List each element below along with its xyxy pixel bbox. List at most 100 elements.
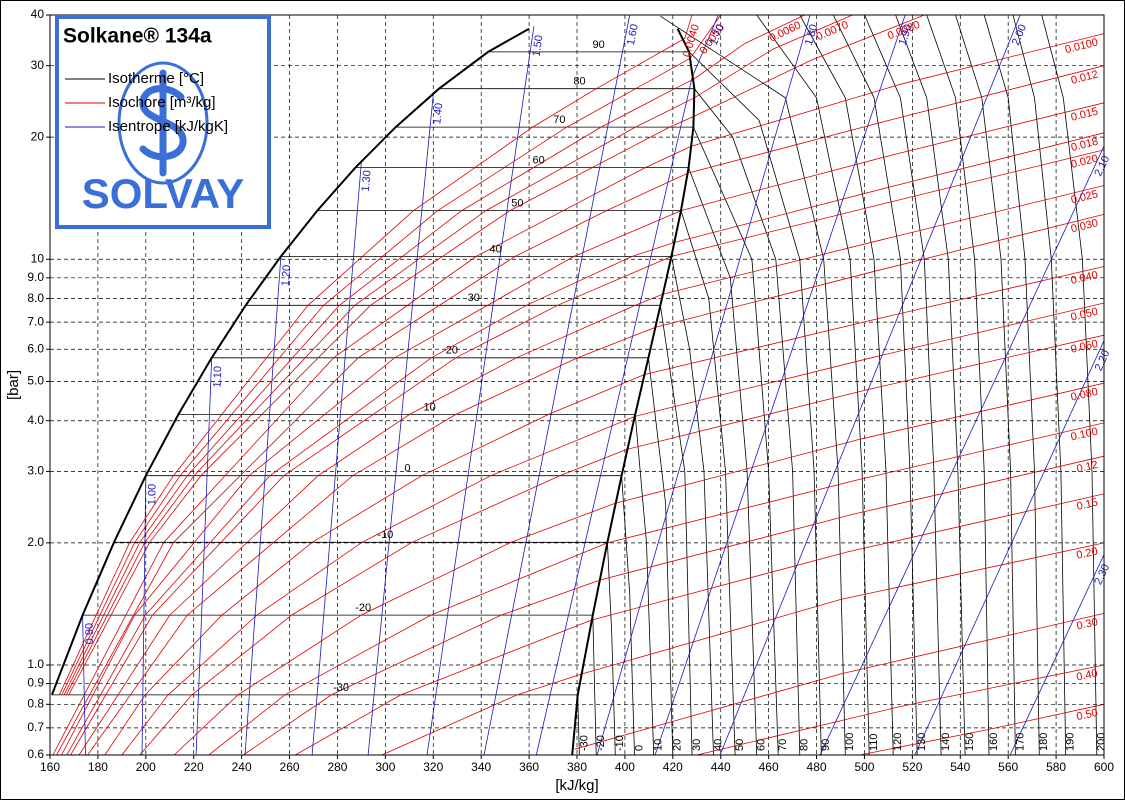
curve — [114, 541, 616, 755]
curve — [859, 703, 1104, 755]
legend-label: Isentrope [kJ/kgK] — [108, 118, 228, 135]
curve — [68, 15, 925, 696]
curve-label: 70 — [777, 739, 789, 751]
curve-label: -10 — [614, 735, 626, 751]
curve-label: 160 — [988, 733, 1000, 751]
curve — [574, 613, 1104, 750]
curve-label: -30 — [578, 735, 590, 751]
x-tick-label: 480 — [807, 760, 827, 774]
brand: SOLVAY — [82, 170, 245, 217]
x-tick-label: 600 — [1094, 760, 1114, 774]
legend-label: Isotherme [°C] — [108, 70, 204, 87]
y-tick-label: 9.0 — [27, 270, 44, 284]
curve-label-group: 1.20 — [280, 264, 294, 286]
y-tick-label: 6.0 — [27, 341, 44, 355]
y-tick-label: 3.0 — [27, 464, 44, 478]
curve-label: 120 — [892, 733, 904, 751]
curve-label-group: 0.15 — [1075, 497, 1099, 513]
curve — [756, 15, 870, 755]
curve-label: 130 — [916, 733, 928, 751]
curve-label: 80 — [573, 76, 585, 88]
x-tick-label: 360 — [519, 760, 539, 774]
curve-label: 0.20 — [1075, 545, 1098, 561]
y-tick-label: 0.6 — [27, 747, 44, 761]
saturation-curve — [571, 28, 696, 755]
x-tick-label: 520 — [902, 760, 922, 774]
curve — [914, 340, 1104, 755]
x-tick-label: 400 — [615, 760, 635, 774]
y-tick-label: 0.9 — [27, 676, 44, 690]
curve — [1041, 15, 1098, 755]
curve — [70, 149, 1104, 755]
curve-label: 0.15 — [1075, 497, 1099, 513]
curve-label: 20 — [672, 739, 684, 751]
curve — [63, 15, 805, 696]
curve-label: 150 — [964, 733, 976, 751]
curve — [280, 255, 714, 755]
x-tick-label: 260 — [280, 760, 300, 774]
curve — [173, 382, 1104, 755]
curve-label: 110 — [868, 733, 880, 751]
curve — [488, 51, 822, 755]
curve — [211, 357, 674, 755]
y-tick-label: 30 — [31, 58, 45, 72]
curve-label-group: 1.00 — [146, 484, 158, 506]
curve-label-group: 0.90 — [84, 623, 96, 645]
y-tick-label: 7.0 — [27, 314, 44, 328]
x-tick-label: 440 — [711, 760, 731, 774]
curve-label: 40 — [490, 243, 502, 255]
curve-label: 10 — [653, 739, 665, 751]
curve-label: 30 — [468, 292, 480, 304]
curve-label: 200 — [1096, 733, 1108, 751]
curve — [78, 185, 1104, 755]
curve — [660, 15, 846, 755]
curve-label: 40 — [712, 739, 724, 751]
curve-label: 80 — [799, 739, 811, 751]
x-tick-label: 460 — [759, 760, 779, 774]
curve-label: 0 — [404, 463, 410, 475]
curve — [654, 15, 906, 755]
curve-label: 90 — [593, 39, 605, 51]
legend-title: Solkane® 134a — [63, 25, 212, 48]
curve — [1009, 554, 1104, 755]
saturation-curve — [50, 27, 530, 696]
curve-label-group: 1.60 — [625, 23, 641, 46]
curve-label: 190 — [1065, 733, 1077, 751]
curve-label: 70 — [553, 114, 565, 126]
curve-label-group: 0.30 — [1076, 616, 1100, 633]
curve — [367, 94, 434, 755]
curve-label: 0.90 — [84, 623, 96, 645]
curve-label: 0 — [633, 745, 645, 751]
curve — [926, 15, 990, 755]
x-tick-label: 420 — [663, 760, 683, 774]
y-tick-label: 1.0 — [27, 657, 44, 671]
curve — [439, 88, 801, 755]
curve — [56, 65, 1104, 755]
y-tick-label: 40 — [31, 7, 45, 21]
y-tick-label: 10 — [31, 251, 45, 265]
y-tick-label: 8.0 — [27, 291, 44, 305]
curve-label: 60 — [533, 155, 545, 167]
curve-label: 10 — [424, 401, 436, 413]
curve-label-group: 0.12 — [1076, 459, 1100, 476]
curve-label: 1.10 — [211, 366, 224, 388]
curve-label: 60 — [756, 739, 768, 751]
y-tick-label: 4.0 — [27, 413, 44, 427]
curve — [355, 167, 758, 755]
y-tick-label: 0.8 — [27, 696, 44, 710]
curve-label: 170 — [1014, 733, 1026, 751]
x-tick-label: 200 — [136, 760, 156, 774]
curve — [799, 15, 894, 755]
plot-border — [49, 14, 1105, 756]
curve-label: 0.50 — [1075, 707, 1098, 723]
curve — [819, 146, 1104, 755]
curve-label: 50 — [734, 739, 746, 751]
curve — [66, 132, 1104, 755]
x-tick-label: 240 — [232, 760, 252, 774]
curve-label: 0.30 — [1076, 616, 1100, 633]
curve-label: 1.30 — [360, 170, 374, 192]
curve-label: 1.60 — [625, 23, 641, 46]
curve — [311, 161, 362, 755]
